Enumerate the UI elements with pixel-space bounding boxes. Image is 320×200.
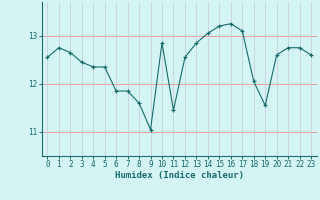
X-axis label: Humidex (Indice chaleur): Humidex (Indice chaleur) xyxy=(115,171,244,180)
